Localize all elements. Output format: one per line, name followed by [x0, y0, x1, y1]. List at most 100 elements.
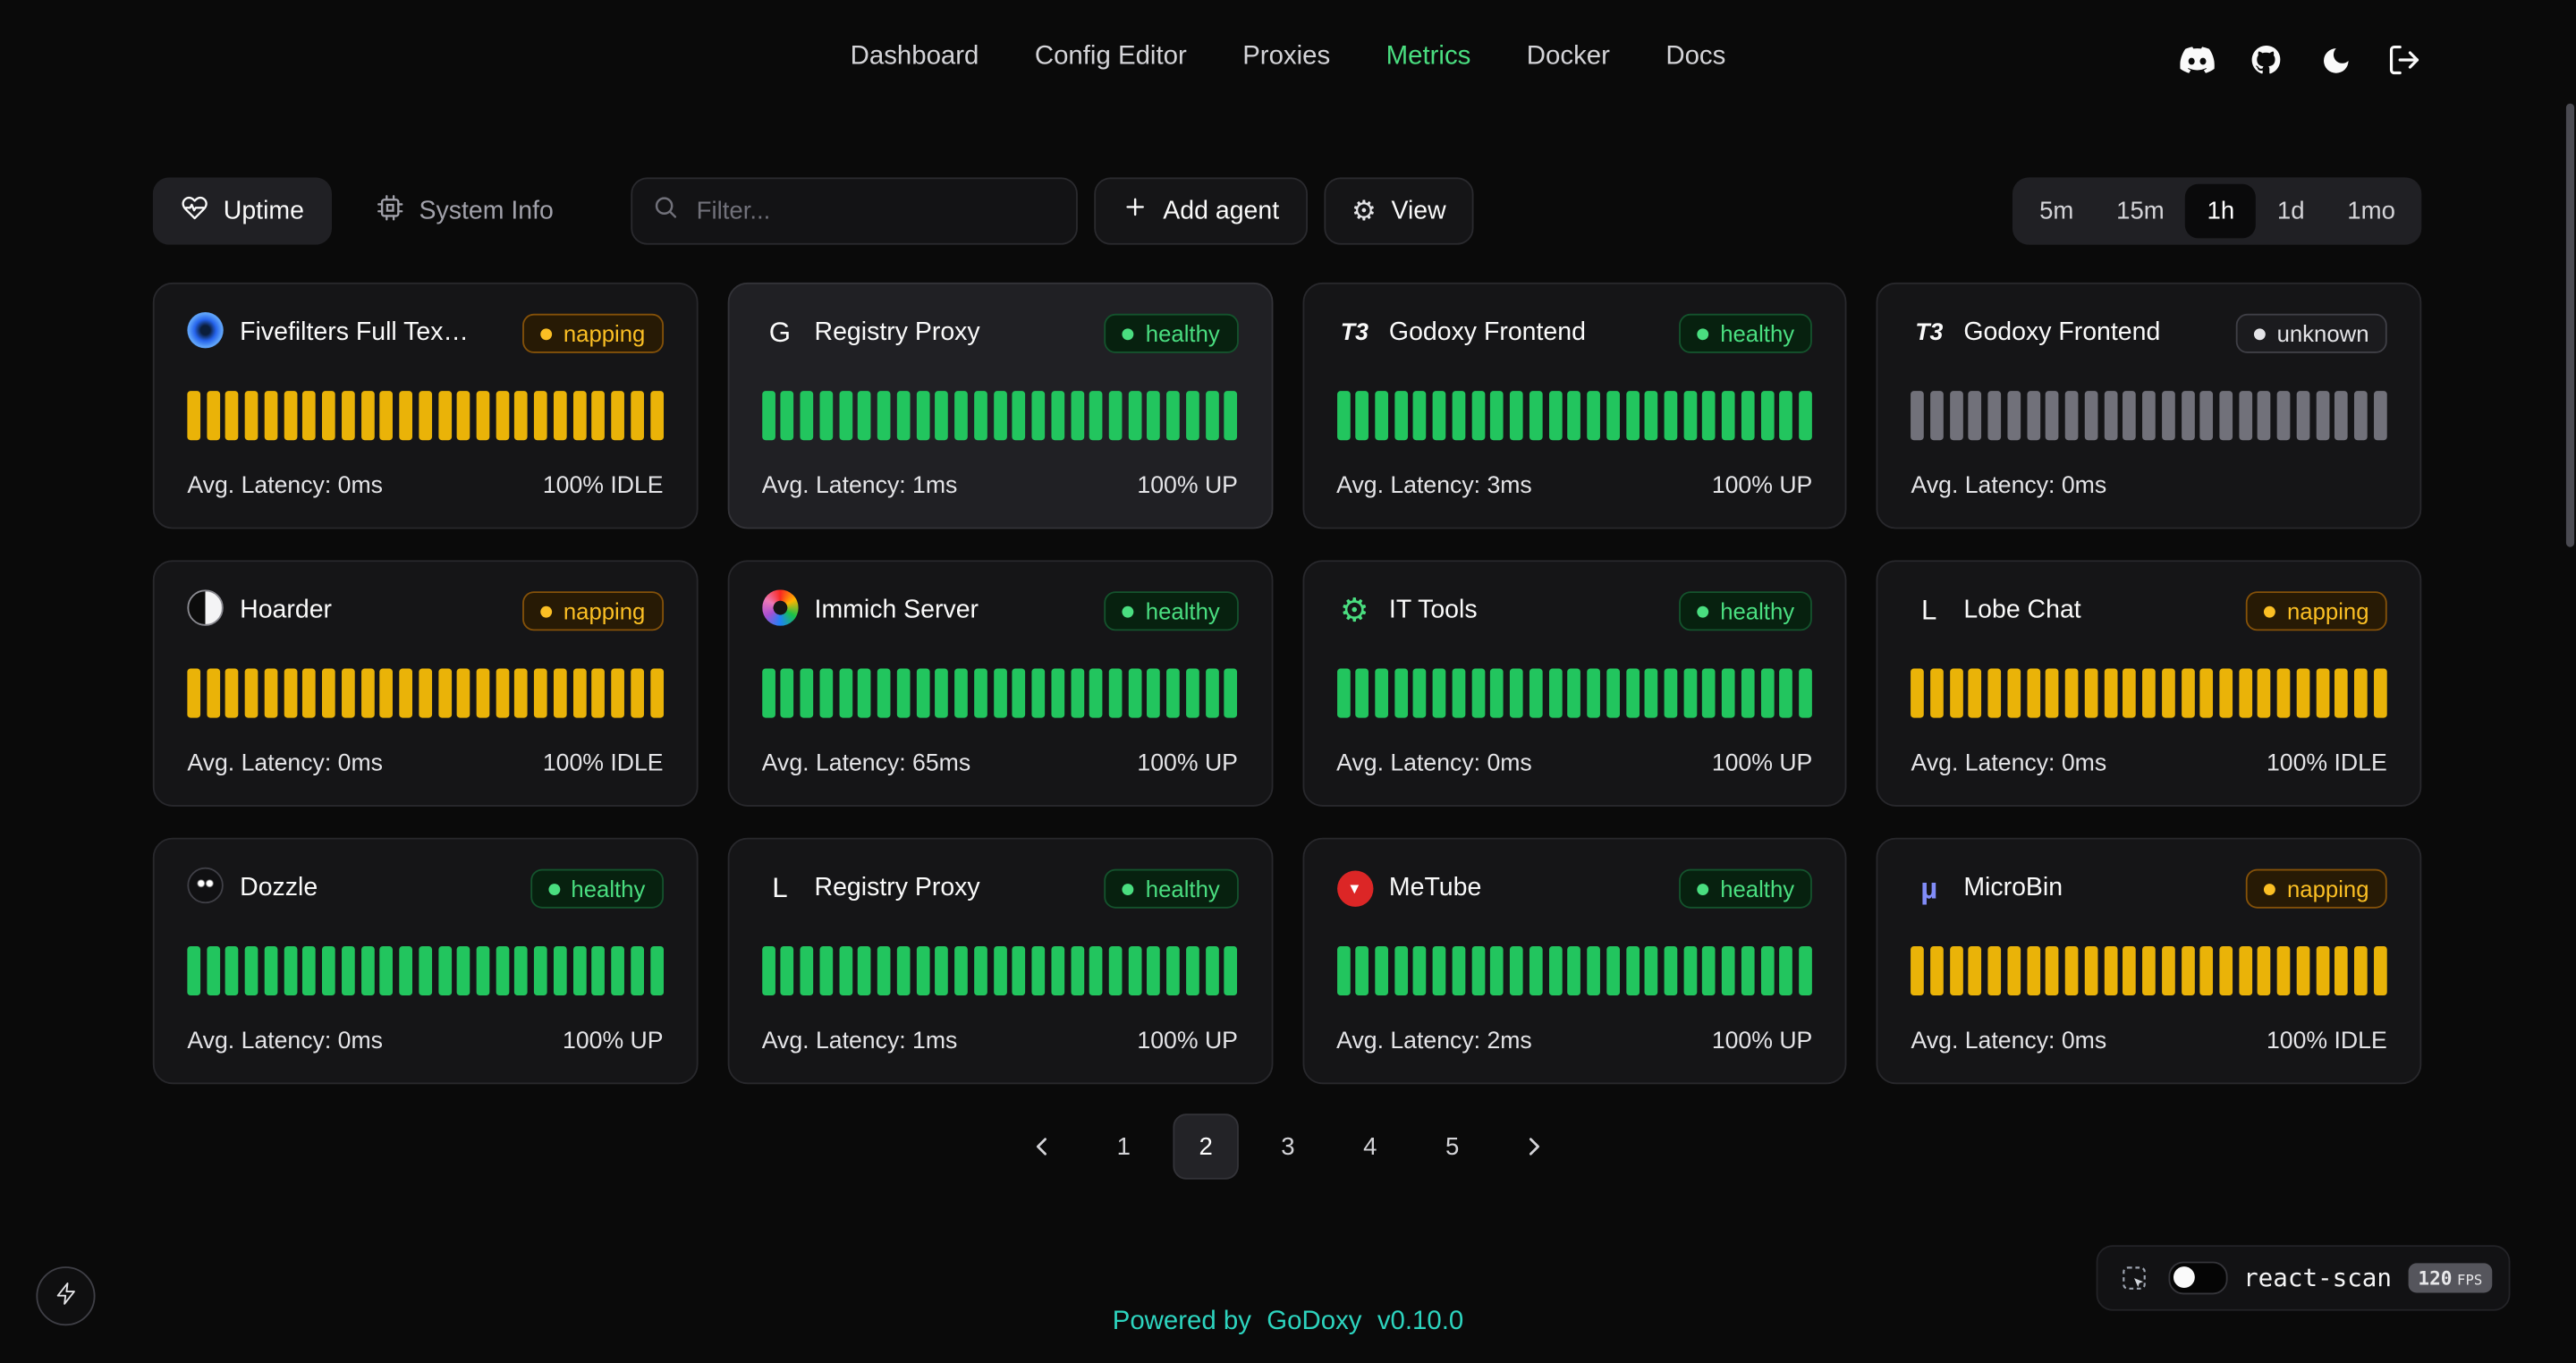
discord-icon[interactable]	[2180, 43, 2215, 78]
nav-item-dashboard[interactable]: Dashboard	[847, 36, 982, 79]
page-button-1[interactable]: 1	[1091, 1113, 1157, 1179]
uptime-bar	[2161, 945, 2175, 995]
nav-item-proxies[interactable]: Proxies	[1240, 36, 1334, 79]
nav-item-docker[interactable]: Docker	[1523, 36, 1613, 79]
uptime-bar	[993, 390, 1007, 440]
page-button-2[interactable]: 2	[1173, 1113, 1239, 1180]
service-card[interactable]: T3 Godoxy Frontend unknown Avg. Latency:…	[1876, 282, 2422, 529]
uptime-bar	[1664, 390, 1678, 440]
service-name: Registry Proxy	[814, 874, 980, 902]
next-page-chevron-icon[interactable]	[1502, 1113, 1567, 1179]
uptime-bar	[284, 667, 297, 717]
dark-mode-moon-icon[interactable]	[2318, 43, 2353, 78]
status-badge: healthy	[1104, 313, 1238, 353]
uptime-tab[interactable]: Uptime	[152, 177, 333, 245]
uptime-bar	[1644, 945, 1658, 995]
time-range-1d[interactable]: 1d	[2256, 184, 2326, 239]
uptime-bar	[2354, 945, 2368, 995]
scrollbar-thumb[interactable]	[2565, 103, 2575, 547]
uptime-bar	[206, 667, 220, 717]
uptime-bar	[1625, 667, 1640, 717]
time-range-1mo[interactable]: 1mo	[2326, 184, 2416, 239]
uptime-bar	[2258, 945, 2272, 995]
inspect-icon[interactable]	[2117, 1261, 2152, 1296]
gear-icon: ⚙	[1351, 195, 1377, 227]
view-label: View	[1391, 196, 1446, 224]
uptime-bar	[838, 390, 852, 440]
uptime-bar	[611, 667, 625, 717]
uptime-bar	[1529, 667, 1543, 717]
uptime-bar	[1452, 945, 1466, 995]
uptime-percent-label: 100% UP	[563, 1028, 664, 1055]
service-card[interactable]: Dozzle healthy Avg. Latency: 0ms 100% UP	[152, 837, 699, 1085]
service-name: IT Tools	[1388, 596, 1478, 624]
service-card[interactable]: L Registry Proxy healthy Avg. Latency: 1…	[727, 837, 1273, 1085]
react-scan-toggle[interactable]	[2167, 1261, 2227, 1295]
uptime-bar	[2219, 667, 2233, 717]
service-card[interactable]: T3 Godoxy Frontend healthy Avg. Latency:…	[1301, 282, 1847, 529]
uptime-bar	[2104, 945, 2117, 995]
status-label: napping	[563, 320, 646, 347]
uptime-bar	[419, 390, 432, 440]
uptime-bar	[2007, 667, 2021, 717]
time-range-15m[interactable]: 15m	[2095, 184, 2185, 239]
time-range-1h[interactable]: 1h	[2185, 183, 2257, 239]
uptime-bar	[1490, 945, 1504, 995]
prev-page-chevron-icon[interactable]	[1009, 1113, 1074, 1179]
page-button-4[interactable]: 4	[1337, 1113, 1402, 1179]
status-badge: napping	[2246, 591, 2387, 631]
logout-icon[interactable]	[2387, 43, 2422, 78]
service-card[interactable]: Hoarder napping Avg. Latency: 0ms 100% I…	[152, 560, 699, 807]
uptime-bar	[591, 667, 606, 717]
quick-actions-button[interactable]	[36, 1266, 96, 1326]
uptime-bar	[534, 945, 548, 995]
uptime-bar	[1452, 667, 1466, 717]
page-button-5[interactable]: 5	[1419, 1113, 1485, 1179]
godoxy-link[interactable]: GoDoxy	[1267, 1308, 1362, 1336]
view-button[interactable]: ⚙ View	[1323, 177, 1474, 245]
uptime-bar	[2142, 945, 2156, 995]
service-card[interactable]: Immich Server healthy Avg. Latency: 65ms…	[727, 560, 1273, 807]
latency-label: Avg. Latency: 65ms	[761, 750, 971, 777]
add-agent-button[interactable]: Add agent	[1094, 177, 1308, 245]
system-info-tab[interactable]: System Info	[349, 177, 582, 244]
status-badge: napping	[2246, 868, 2387, 909]
filter-input[interactable]	[693, 195, 1056, 227]
plus-icon	[1122, 194, 1148, 229]
service-card[interactable]: G Registry Proxy healthy Avg. Latency: 1…	[727, 282, 1273, 529]
uptime-bar	[2046, 945, 2060, 995]
status-dot-icon	[2253, 327, 2266, 340]
uptime-bar	[819, 390, 834, 440]
service-card[interactable]: ⚙ IT Tools healthy Avg. Latency: 0ms 100…	[1301, 560, 1847, 807]
uptime-bar	[1930, 390, 1944, 440]
uptime-bar	[437, 390, 452, 440]
uptime-bar	[399, 945, 413, 995]
time-range-5m[interactable]: 5m	[2018, 184, 2095, 239]
nav-item-config-editor[interactable]: Config Editor	[1031, 36, 1190, 79]
nav-item-metrics[interactable]: Metrics	[1383, 36, 1474, 79]
page-button-3[interactable]: 3	[1255, 1113, 1320, 1179]
uptime-bars	[1911, 667, 2387, 717]
service-card[interactable]: µ MicroBin napping Avg. Latency: 0ms 100…	[1876, 837, 2422, 1085]
service-card[interactable]: L Lobe Chat napping Avg. Latency: 0ms 10…	[1876, 560, 2422, 807]
uptime-bar	[1031, 390, 1046, 440]
uptime-percent-label: 100% UP	[1137, 1028, 1238, 1055]
latency-label: Avg. Latency: 0ms	[1911, 472, 2107, 500]
service-card[interactable]: Fivefilters Full Tex… napping Avg. Laten…	[152, 282, 699, 529]
uptime-bar	[954, 945, 968, 995]
immich-icon	[761, 588, 799, 633]
uptime-bar	[2238, 945, 2252, 995]
powered-by-text: Powered by	[1112, 1308, 1251, 1336]
service-card[interactable]: ▼ MeTube healthy Avg. Latency: 2ms 100% …	[1301, 837, 1847, 1085]
nav-item-docs[interactable]: Docs	[1663, 36, 1729, 79]
uptime-bar	[1529, 945, 1543, 995]
card-footer: Avg. Latency: 3ms 100% UP	[1336, 473, 1812, 499]
status-label: healthy	[1720, 320, 1795, 347]
github-icon[interactable]	[2249, 43, 2284, 78]
uptime-bar	[2123, 667, 2137, 717]
uptime-bar	[2026, 945, 2040, 995]
service-name: Registry Proxy	[814, 318, 980, 347]
status-dot-icon	[1123, 327, 1134, 340]
service-name: Fivefilters Full Tex…	[240, 318, 469, 347]
